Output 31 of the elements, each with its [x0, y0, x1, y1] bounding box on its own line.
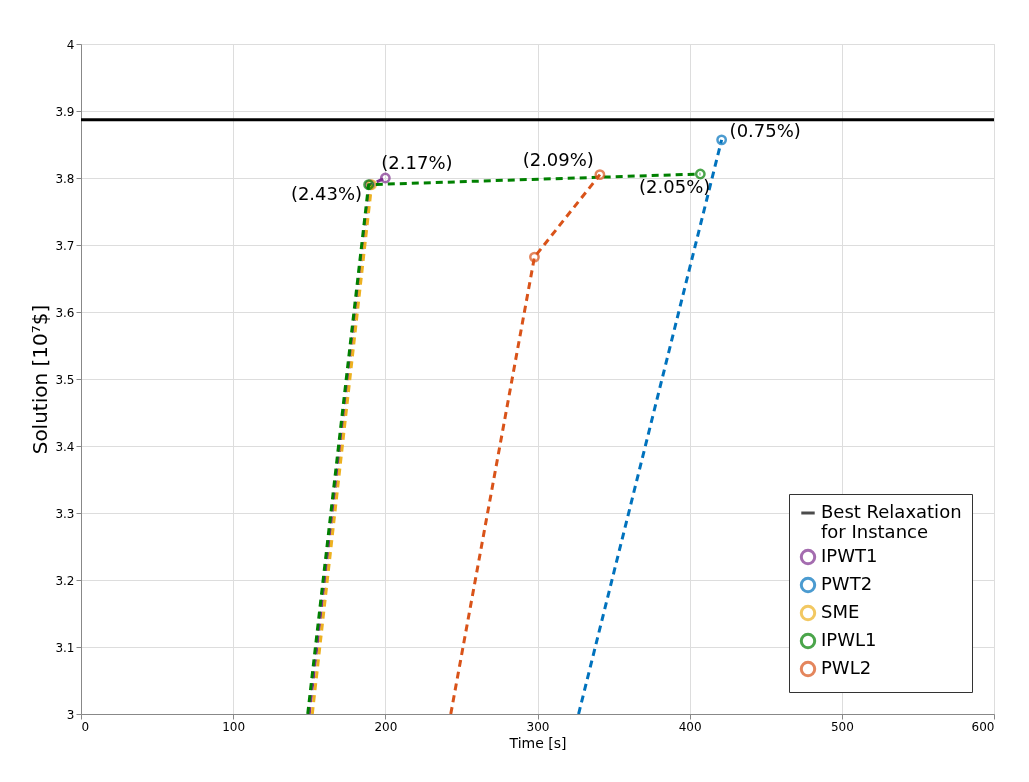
y-tick-label: 4 [66, 37, 75, 52]
x-axis-title: Time [s] [508, 734, 567, 751]
y-tick-label: 3.5 [55, 372, 75, 387]
y-tick-label: 3.3 [55, 506, 75, 521]
x-tick-label: 200 [374, 719, 398, 734]
x-tick-label: 500 [830, 719, 854, 734]
annotation: (2.09%) [522, 148, 594, 170]
y-tick-label: 3.4 [55, 439, 75, 454]
legend-label: IPWL1 [821, 629, 877, 650]
legend-label: SME [821, 601, 860, 622]
y-tick-label: 3.9 [55, 104, 75, 119]
x-tick-label: 400 [678, 719, 702, 734]
annotation: (2.17%) [381, 152, 453, 173]
y-tick-label: 3.6 [55, 305, 75, 320]
y-tick-label: 3.8 [55, 171, 75, 186]
legend-label: IPWT1 [821, 545, 878, 566]
x-tick-label: 100 [222, 719, 246, 734]
x-tick-label: 600 [971, 719, 995, 734]
y-tick-label: 3.7 [55, 238, 75, 253]
y-axis-title: Solution [10⁷$] [28, 304, 53, 455]
x-tick-label: 300 [526, 719, 550, 734]
legend-label: PWL2 [821, 657, 872, 678]
legend-label: Best Relaxation for Instance [821, 501, 962, 542]
annotation: (2.05%) [639, 175, 711, 197]
annotation: (0.75%) [729, 119, 801, 141]
annotation: (2.43%) [290, 182, 363, 204]
y-tick-label: 3.2 [55, 573, 75, 588]
y-tick-label: 3 [66, 707, 75, 722]
x-tick-label: 0 [81, 719, 90, 734]
legend-label: PWT2 [821, 573, 873, 594]
y-tick-label: 3.1 [55, 640, 75, 655]
